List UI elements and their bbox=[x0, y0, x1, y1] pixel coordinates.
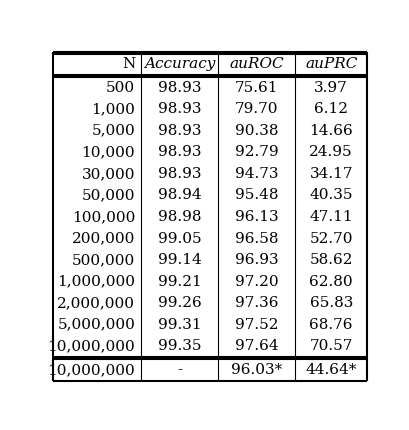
Text: 34.17: 34.17 bbox=[309, 167, 352, 181]
Text: 99.05: 99.05 bbox=[157, 231, 201, 246]
Text: 52.70: 52.70 bbox=[309, 231, 352, 246]
Text: 70.57: 70.57 bbox=[309, 339, 352, 353]
Text: 5,000,000: 5,000,000 bbox=[57, 318, 135, 332]
Text: 500: 500 bbox=[106, 81, 135, 95]
Text: 96.58: 96.58 bbox=[234, 231, 278, 246]
Text: 47.11: 47.11 bbox=[309, 210, 352, 224]
Text: 96.03*: 96.03* bbox=[230, 363, 281, 377]
Text: 97.20: 97.20 bbox=[234, 275, 278, 289]
Text: 75.61: 75.61 bbox=[234, 81, 278, 95]
Text: 97.52: 97.52 bbox=[234, 318, 278, 332]
Text: 94.73: 94.73 bbox=[234, 167, 278, 181]
Text: auROC: auROC bbox=[229, 57, 283, 71]
Text: Accuracy: Accuracy bbox=[144, 57, 215, 71]
Text: N: N bbox=[121, 57, 135, 71]
Text: 14.66: 14.66 bbox=[309, 124, 352, 138]
Text: 97.64: 97.64 bbox=[234, 339, 278, 353]
Text: 98.98: 98.98 bbox=[157, 210, 201, 224]
Text: 2,000,000: 2,000,000 bbox=[57, 296, 135, 310]
Text: 65.83: 65.83 bbox=[309, 296, 352, 310]
Text: 44.64*: 44.64* bbox=[305, 363, 356, 377]
Text: 99.21: 99.21 bbox=[157, 275, 201, 289]
Text: 98.93: 98.93 bbox=[157, 102, 201, 116]
Text: 98.93: 98.93 bbox=[157, 124, 201, 138]
Text: 30,000: 30,000 bbox=[81, 167, 135, 181]
Text: 10,000: 10,000 bbox=[81, 145, 135, 160]
Text: 10,000,000: 10,000,000 bbox=[47, 339, 135, 353]
Text: 98.93: 98.93 bbox=[157, 145, 201, 160]
Text: 10,000,000: 10,000,000 bbox=[47, 363, 135, 377]
Text: 1,000: 1,000 bbox=[91, 102, 135, 116]
Text: 98.93: 98.93 bbox=[157, 167, 201, 181]
Text: 96.13: 96.13 bbox=[234, 210, 278, 224]
Text: 5,000: 5,000 bbox=[91, 124, 135, 138]
Text: 98.93: 98.93 bbox=[157, 81, 201, 95]
Text: 58.62: 58.62 bbox=[309, 253, 352, 267]
Text: 79.70: 79.70 bbox=[234, 102, 278, 116]
Text: -: - bbox=[176, 363, 182, 377]
Text: 62.80: 62.80 bbox=[309, 275, 352, 289]
Text: 500,000: 500,000 bbox=[72, 253, 135, 267]
Text: 90.38: 90.38 bbox=[234, 124, 278, 138]
Text: 68.76: 68.76 bbox=[309, 318, 352, 332]
Text: 100,000: 100,000 bbox=[72, 210, 135, 224]
Text: auPRC: auPRC bbox=[304, 57, 357, 71]
Text: 50,000: 50,000 bbox=[81, 188, 135, 203]
Text: 95.48: 95.48 bbox=[234, 188, 278, 203]
Text: 40.35: 40.35 bbox=[309, 188, 352, 203]
Text: 24.95: 24.95 bbox=[309, 145, 352, 160]
Text: 3.97: 3.97 bbox=[314, 81, 347, 95]
Text: 1,000,000: 1,000,000 bbox=[57, 275, 135, 289]
Text: 99.31: 99.31 bbox=[157, 318, 201, 332]
Text: 99.14: 99.14 bbox=[157, 253, 201, 267]
Text: 200,000: 200,000 bbox=[72, 231, 135, 246]
Text: 97.36: 97.36 bbox=[234, 296, 278, 310]
Text: 99.26: 99.26 bbox=[157, 296, 201, 310]
Text: 6.12: 6.12 bbox=[313, 102, 347, 116]
Text: 99.35: 99.35 bbox=[157, 339, 201, 353]
Text: 92.79: 92.79 bbox=[234, 145, 278, 160]
Text: 96.93: 96.93 bbox=[234, 253, 278, 267]
Text: 98.94: 98.94 bbox=[157, 188, 201, 203]
